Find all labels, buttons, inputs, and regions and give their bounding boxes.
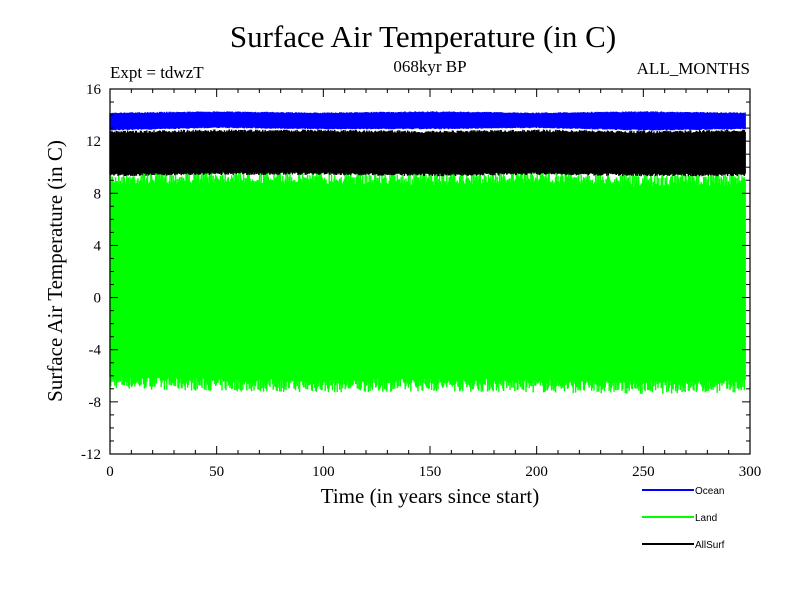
series-ocean (109, 111, 746, 131)
series-land (109, 170, 746, 394)
legend-label-ocean: Ocean (695, 486, 724, 497)
legend-label-land: Land (695, 513, 717, 524)
series-line-land (109, 170, 746, 394)
x-tick-label: 0 (106, 464, 114, 480)
y-tick-label: 4 (94, 238, 102, 254)
x-tick-label: 250 (632, 464, 655, 480)
y-tick-label: 0 (94, 291, 102, 307)
y-tick-label: -4 (89, 343, 102, 359)
y-tick-label: 12 (86, 134, 101, 150)
series-line-ocean (109, 111, 746, 131)
y-axis-label: Surface Air Temperature (in C) (43, 140, 67, 402)
y-tick-label: 8 (94, 186, 102, 202)
x-tick-label: 150 (419, 464, 442, 480)
legend: Ocean Land AllSurf (642, 486, 725, 551)
months-label: ALL_MONTHS (637, 59, 750, 78)
series-layer (109, 111, 746, 394)
y-tick-label: -12 (81, 447, 101, 463)
x-tick-label: 200 (525, 464, 548, 480)
x-tick-label: 50 (209, 464, 224, 480)
legend-label-allsurf: AllSurf (695, 540, 725, 551)
series-line-allsurf (109, 129, 746, 177)
chart-title: Surface Air Temperature (in C) (230, 19, 616, 54)
ticks-layer: 0 50 100 150 200 250 300 16 12 8 4 0 -4 -8 -12 (81, 82, 761, 480)
x-axis-label: Time (in years since start) (321, 484, 540, 508)
period-label: 068kyr BP (393, 57, 466, 76)
x-tick-label: 100 (312, 464, 335, 480)
experiment-label: Expt = tdwzT (110, 63, 204, 82)
y-tick-label: -8 (89, 395, 102, 411)
x-tick-label: 300 (739, 464, 762, 480)
y-tick-label: 16 (86, 82, 102, 98)
series-allsurf (109, 129, 746, 177)
